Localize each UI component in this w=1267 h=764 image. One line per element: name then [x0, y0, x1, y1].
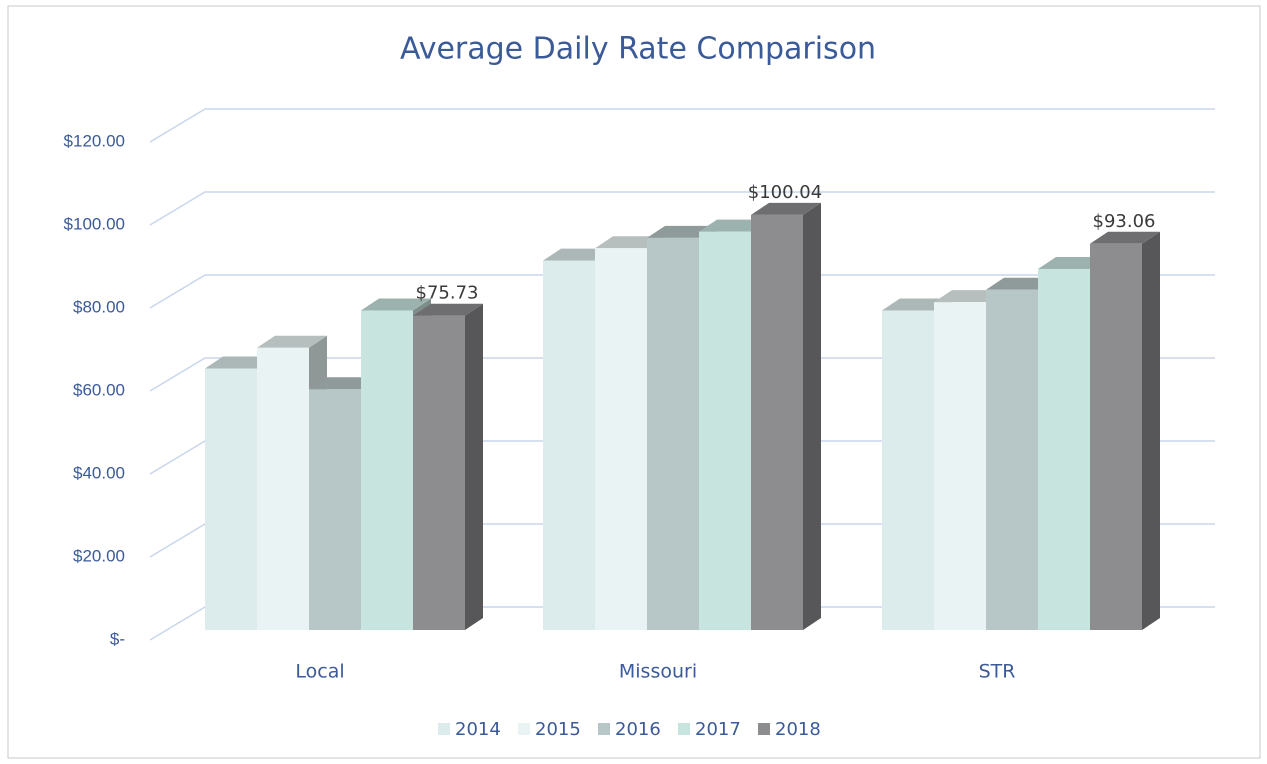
bar [1038, 268, 1090, 630]
bar [205, 368, 257, 630]
bar [595, 248, 647, 630]
bar-top [257, 335, 327, 348]
y-tick-label: $80.00 [73, 297, 125, 316]
y-tick-label: $40.00 [73, 463, 125, 482]
legend-label: 2018 [775, 719, 821, 740]
data-label: $93.06 [1093, 211, 1156, 232]
bar [257, 347, 309, 630]
grid-line [149, 357, 1215, 392]
bar-side [1142, 231, 1160, 630]
grid-line [149, 108, 1215, 143]
x-tick-label: Local [295, 661, 344, 683]
y-tick-label: $60.00 [73, 380, 125, 399]
bar [543, 260, 595, 630]
bar [647, 237, 699, 630]
bar [751, 214, 803, 631]
bar [309, 389, 361, 630]
legend-label: 2017 [695, 719, 741, 740]
bar [413, 315, 465, 630]
legend-swatch [598, 723, 610, 735]
bar-top [1090, 231, 1160, 244]
legend-label: 2014 [455, 719, 501, 740]
legend-label: 2015 [535, 719, 581, 740]
legend-swatch [438, 723, 450, 735]
data-label: $100.04 [748, 182, 822, 203]
bar-top [361, 298, 431, 311]
bar-top [413, 303, 483, 316]
bar [882, 310, 934, 630]
data-label: $75.73 [416, 283, 479, 304]
x-tick-label: Missouri [619, 661, 697, 683]
y-tick-label: $- [110, 629, 125, 648]
bar [1090, 243, 1142, 630]
legend-swatch [758, 723, 770, 735]
bar [699, 231, 751, 630]
bar-side [803, 202, 821, 631]
bar [986, 289, 1038, 630]
bar [361, 310, 413, 630]
bar-side [465, 303, 483, 630]
grid-line [149, 191, 1215, 226]
y-tick-label: $120.00 [64, 131, 125, 150]
x-tick-label: STR [979, 661, 1016, 683]
legend-label: 2016 [615, 719, 661, 740]
chart-title: Average Daily Rate Comparison [400, 32, 876, 67]
bar-top [751, 202, 821, 215]
legend-swatch [678, 723, 690, 735]
bar [934, 302, 986, 630]
y-tick-label: $100.00 [64, 214, 125, 233]
grid-line [149, 274, 1215, 309]
y-tick-label: $20.00 [73, 546, 125, 565]
legend-swatch [518, 723, 530, 735]
